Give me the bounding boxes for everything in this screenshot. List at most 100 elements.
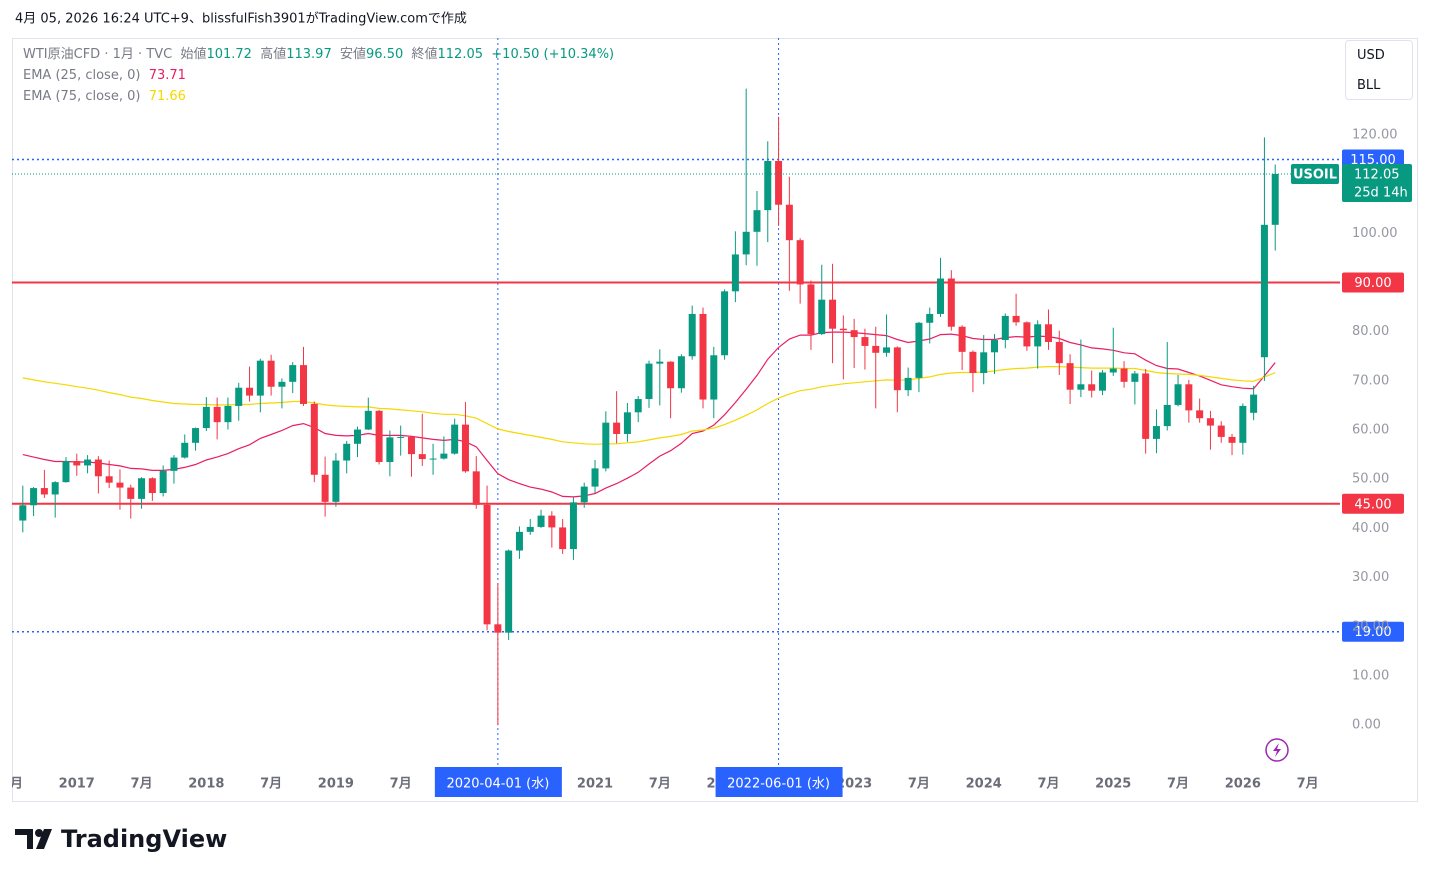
- x-tick-label: 2024: [966, 777, 1002, 792]
- candle-body: [947, 278, 955, 327]
- y-tick-label: 20.00: [1352, 619, 1389, 634]
- high-label: 高値: [260, 47, 287, 62]
- candle-body: [181, 442, 189, 458]
- candle-body: [1131, 373, 1139, 382]
- x-tick-label: 2026: [1225, 777, 1261, 792]
- candle-body: [1066, 363, 1074, 390]
- candle-body: [1185, 384, 1193, 411]
- candle-body: [1239, 405, 1247, 443]
- candle-body: [461, 424, 469, 472]
- candle-body: [375, 410, 383, 463]
- legend: WTI原油CFD · 1月 · TVC 始値101.72 高値113.97 安値…: [23, 44, 614, 107]
- candle-body: [688, 313, 696, 357]
- y-tick-label: 60.00: [1352, 423, 1389, 438]
- candle-body: [969, 351, 977, 373]
- x-tick-label: 2017: [59, 777, 95, 792]
- candle-body: [915, 322, 923, 378]
- legend-main: WTI原油CFD · 1月 · TVC 始値101.72 高値113.97 安値…: [23, 44, 614, 65]
- x-tick-label: 7月: [1297, 777, 1319, 792]
- candle-body: [1271, 174, 1279, 225]
- candle-body: [753, 210, 761, 232]
- candle-body: [1088, 384, 1096, 391]
- candle-body: [764, 160, 772, 211]
- candle-body: [580, 486, 588, 503]
- x-tick-label: 2018: [188, 777, 224, 792]
- open-label: 始値: [180, 47, 207, 62]
- x-tick-label: 2023: [836, 777, 872, 792]
- x-axis: 7月20177月20187月20197月20217月202220237月2024…: [12, 777, 1319, 792]
- low-value: 96.50: [366, 47, 404, 62]
- date-marker-box: [715, 767, 843, 797]
- plot-area: [12, 38, 1340, 765]
- brand-logo: [15, 829, 52, 849]
- ema-line: [22, 366, 1276, 445]
- candle-body: [1077, 384, 1085, 390]
- price-line-label: 19.00: [1354, 625, 1391, 640]
- candle-body: [1206, 418, 1214, 426]
- candle-body: [224, 405, 232, 423]
- y-tick-label: 70.00: [1352, 373, 1389, 388]
- change: +10.50 (+10.34%): [491, 47, 615, 62]
- candle-body: [321, 474, 329, 502]
- candle-body: [1098, 372, 1106, 391]
- candle-body: [872, 345, 880, 353]
- candle-body: [300, 365, 308, 404]
- alert-icon[interactable]: [1265, 738, 1289, 762]
- candle-body: [343, 443, 351, 461]
- candle-body: [1055, 341, 1063, 364]
- candle-body: [84, 459, 92, 466]
- candle-body: [623, 412, 631, 434]
- candle-body: [483, 504, 491, 625]
- price-line-box: [1342, 621, 1404, 642]
- candle-body: [883, 347, 891, 353]
- candle-body: [904, 377, 912, 391]
- candle-body: [559, 527, 567, 550]
- candle-body: [170, 457, 178, 471]
- candle-body: [893, 347, 901, 391]
- close-value: 112.05: [437, 47, 484, 62]
- candle-body: [19, 505, 27, 521]
- candle-body: [30, 488, 38, 506]
- x-tick-label: 7月: [131, 777, 153, 792]
- candle-body: [1044, 324, 1052, 342]
- date-marker-box: [434, 767, 562, 797]
- candle-body: [1196, 410, 1204, 419]
- candle-body: [386, 437, 394, 463]
- candle-body: [807, 284, 815, 335]
- candle-body: [1152, 426, 1160, 439]
- candle-body: [94, 459, 102, 477]
- candle-body: [310, 403, 318, 475]
- y-tick-label: 100.00: [1352, 226, 1398, 241]
- currency[interactable]: USD: [1357, 48, 1385, 63]
- close-label: 終値: [411, 47, 438, 62]
- candle-body: [62, 461, 70, 483]
- candle-body: [472, 471, 480, 505]
- candle-body: [235, 387, 243, 406]
- candle-body: [429, 458, 437, 460]
- legend-ema: EMA (75, close, 0) 71.66: [23, 86, 614, 107]
- chart-frame: [12, 38, 1418, 802]
- candle-body: [710, 355, 718, 400]
- candle-body: [721, 291, 729, 356]
- candle-body: [364, 410, 372, 430]
- candle-body: [569, 502, 577, 550]
- ema-value: 71.66: [148, 89, 186, 104]
- unit[interactable]: BLL: [1357, 78, 1381, 93]
- symbol-tag-label: USOIL: [1293, 168, 1337, 183]
- candle-body: [1034, 324, 1042, 347]
- candle-body: [202, 406, 210, 429]
- candle-body: [127, 487, 135, 499]
- candle-body: [991, 340, 999, 353]
- symbol: WTI原油CFD · 1月 · TVC: [23, 47, 173, 62]
- candle-body: [785, 204, 793, 241]
- low-label: 安値: [340, 47, 367, 62]
- candle-body: [980, 352, 988, 373]
- candle-body: [775, 160, 783, 205]
- candle-body: [278, 381, 286, 387]
- candle-body: [818, 299, 826, 335]
- candle-body: [1163, 404, 1171, 427]
- candle-body: [645, 363, 653, 400]
- candle-body: [591, 468, 599, 487]
- candle-body: [73, 461, 81, 466]
